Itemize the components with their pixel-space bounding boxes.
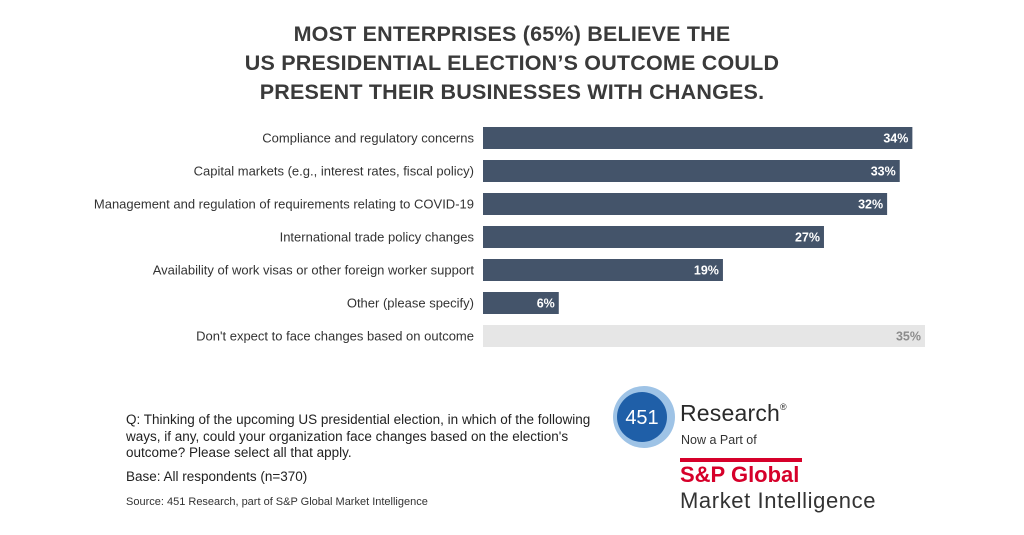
source-note: Source: 451 Research, part of S&P Global… — [126, 496, 428, 508]
category-label: International trade policy changes — [280, 230, 475, 245]
451-research-logo-icon: 451 — [613, 386, 675, 448]
now-a-part-of: Now a Part of — [681, 433, 757, 447]
sp-global-wordmark: S&P Global — [680, 462, 800, 487]
chart-title-line-2: US PRESIDENTIAL ELECTION’S OUTCOME COULD — [244, 51, 780, 75]
value-label: 27% — [795, 231, 820, 245]
sp-global-red-bar — [680, 458, 802, 462]
bar — [483, 193, 888, 215]
value-label: 35% — [896, 330, 921, 344]
market-intelligence-wordmark: Market Intelligence — [680, 488, 877, 513]
value-label: 6% — [537, 297, 555, 311]
bar — [483, 292, 559, 314]
research-wordmark: Research® — [680, 400, 787, 426]
survey-base: Base: All respondents (n=370) — [126, 469, 308, 484]
chart-title-line-1: MOST ENTERPRISES (65%) BELIEVE THE — [293, 22, 731, 46]
category-label: Availability of work visas or other fore… — [153, 263, 475, 278]
value-label: 34% — [883, 132, 908, 146]
category-label: Capital markets (e.g., interest rates, f… — [194, 164, 474, 179]
category-label: Don't expect to face changes based on ou… — [196, 329, 474, 344]
bar — [483, 160, 900, 182]
chart-title: MOST ENTERPRISES (65%) BELIEVE THE US PR… — [0, 20, 1024, 107]
survey-question: Q: Thinking of the upcoming US president… — [126, 412, 591, 460]
bar-chart: Compliance and regulatory concerns 34% Cap… — [94, 127, 925, 347]
bar — [483, 127, 913, 149]
category-label: Compliance and regulatory concerns — [262, 131, 474, 146]
chart-title-line-3: PRESENT THEIR BUSINESSES WITH CHANGES. — [259, 80, 765, 104]
logo-badge-text: 451 — [625, 407, 658, 429]
category-label: Management and regulation of requirement… — [94, 197, 474, 212]
value-label: 32% — [858, 198, 883, 212]
value-label: 19% — [694, 264, 719, 278]
value-label: 33% — [871, 165, 896, 179]
bar — [483, 259, 723, 281]
category-label: Other (please specify) — [347, 296, 474, 311]
bar — [483, 226, 824, 248]
bar — [483, 325, 925, 347]
registered-mark: ® — [780, 402, 787, 412]
